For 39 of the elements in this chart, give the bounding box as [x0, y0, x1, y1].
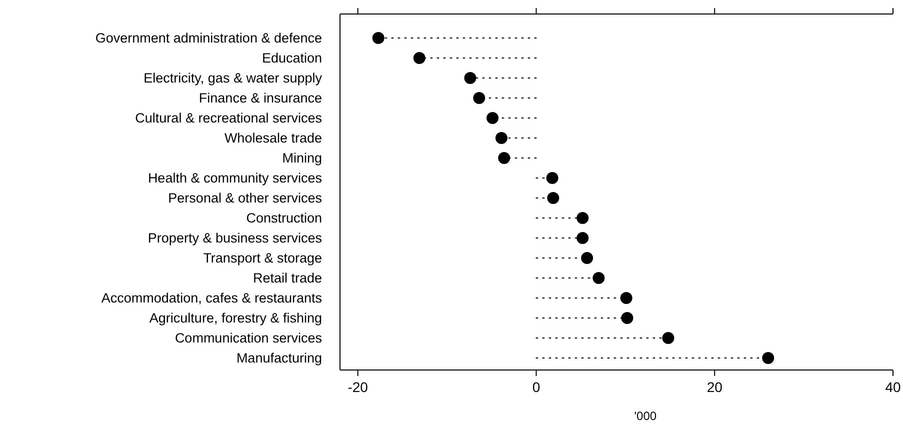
- y-tick-label: Construction: [246, 210, 322, 226]
- y-tick-label: Health & community services: [148, 170, 322, 186]
- point: [576, 232, 589, 244]
- point: [547, 192, 560, 204]
- x-tick-label: 0: [532, 379, 540, 395]
- point: [498, 152, 510, 164]
- point: [413, 52, 426, 64]
- y-tick-label: Government administration & defence: [95, 30, 322, 46]
- y-tick-label: Retail trade: [252, 270, 322, 286]
- point: [662, 332, 674, 344]
- point: [621, 312, 634, 324]
- y-tick-label: Cultural & recreational services: [135, 110, 322, 126]
- point: [581, 252, 594, 264]
- point: [592, 272, 605, 284]
- y-tick-label: Wholesale trade: [224, 130, 322, 146]
- point: [473, 92, 486, 104]
- x-axis-title: '000: [634, 409, 657, 423]
- y-tick-label: Property & business services: [148, 230, 322, 246]
- x-tick-label: 40: [885, 379, 901, 395]
- x-tick-label: -20: [348, 379, 368, 395]
- y-tick-label: Personal & other services: [168, 190, 322, 206]
- y-tick-label: Agriculture, forestry & fishing: [149, 310, 322, 326]
- point: [495, 132, 508, 144]
- point: [576, 212, 589, 224]
- y-tick-label: Mining: [282, 150, 322, 166]
- y-tick-label: Accommodation, cafes & restaurants: [101, 290, 322, 306]
- y-tick-label: Finance & insurance: [198, 90, 322, 106]
- y-tick-label: Manufacturing: [236, 350, 322, 366]
- point: [464, 72, 476, 84]
- y-tick-label: Electricity, gas & water supply: [144, 70, 322, 86]
- x-tick-label: 20: [706, 379, 723, 395]
- point: [762, 352, 774, 364]
- y-tick-label: Education: [262, 50, 322, 66]
- y-tick-label: Transport & storage: [203, 250, 322, 266]
- point: [372, 32, 384, 44]
- point: [620, 292, 632, 304]
- y-tick-label: Communication services: [174, 330, 322, 346]
- point: [546, 172, 558, 184]
- point: [486, 112, 499, 124]
